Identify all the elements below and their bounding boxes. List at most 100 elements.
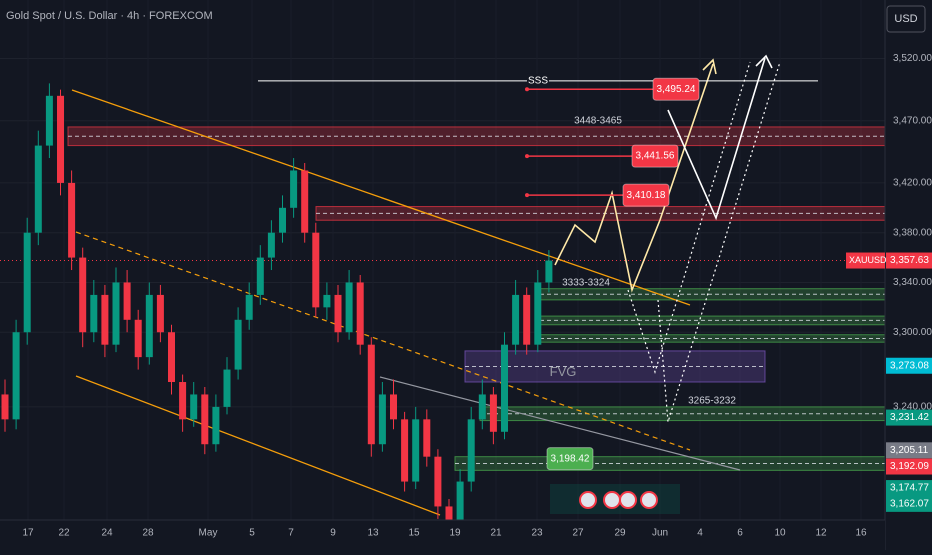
candle-body bbox=[478, 394, 486, 420]
header-title: Gold Spot / U.S. Dollar · 4h · FOREXCOM bbox=[6, 10, 213, 22]
candle-body bbox=[190, 394, 198, 420]
candle-body bbox=[401, 419, 409, 482]
arrow-head bbox=[702, 58, 717, 75]
candle-body bbox=[112, 282, 120, 345]
candle-body bbox=[290, 170, 298, 208]
x-tick-label: 4 bbox=[697, 528, 703, 539]
y-tick-label: 3,520.00 bbox=[893, 53, 932, 64]
x-tick-label: 5 bbox=[249, 528, 255, 539]
channel-top bbox=[71, 89, 691, 306]
price-label-bg bbox=[886, 252, 932, 269]
zone-label: 3448-3465 bbox=[574, 116, 622, 127]
y-tick-label: 3,380.00 bbox=[893, 227, 932, 238]
y-tick-label: 3,300.00 bbox=[893, 327, 932, 338]
level-label-bg bbox=[527, 73, 549, 88]
price-label: 3,357.63 bbox=[890, 255, 929, 266]
event-icon[interactable] bbox=[619, 491, 637, 509]
candle-body bbox=[23, 232, 31, 333]
time-axis bbox=[0, 520, 885, 550]
candle-body bbox=[456, 481, 464, 544]
target-label: 3,441.56 bbox=[636, 151, 675, 162]
symbol-tag-bg bbox=[846, 252, 885, 269]
candle-body bbox=[323, 294, 331, 308]
candle-body bbox=[534, 282, 542, 345]
candle-body bbox=[345, 282, 353, 333]
y-tick-label: 3,240.00 bbox=[893, 402, 932, 413]
target-label: 3,410.18 bbox=[627, 190, 666, 201]
x-tick-label: May bbox=[199, 528, 218, 539]
candle-body bbox=[512, 294, 520, 345]
zone-label: 3333-3324 bbox=[562, 277, 610, 288]
trend-line bbox=[379, 376, 741, 471]
event-icon[interactable] bbox=[603, 491, 621, 509]
price-label: 3,205.11 bbox=[890, 445, 929, 456]
candle-body bbox=[356, 282, 364, 345]
candle-body bbox=[156, 294, 164, 333]
candle-body bbox=[90, 294, 98, 333]
currency-button[interactable] bbox=[886, 5, 926, 33]
projection-dotted bbox=[627, 61, 751, 374]
candle-body bbox=[501, 344, 508, 432]
price-label-bg bbox=[886, 495, 932, 512]
candle-body bbox=[312, 232, 320, 308]
price-label-bg bbox=[886, 480, 932, 497]
candle-body bbox=[279, 207, 286, 233]
x-tick-label: 7 bbox=[288, 528, 294, 539]
x-tick-label: 24 bbox=[101, 528, 113, 539]
y-tick-label: 3,470.00 bbox=[893, 115, 932, 126]
level-label: SSS bbox=[528, 76, 548, 87]
event-icon[interactable] bbox=[640, 491, 658, 509]
candle-body bbox=[256, 257, 264, 295]
x-tick-label: 13 bbox=[367, 528, 379, 539]
zones: 3448-3465 3333-3324 FVG 3265-3232 bbox=[0, 116, 886, 471]
price-axis bbox=[885, 0, 932, 550]
projection-dotted bbox=[657, 61, 781, 423]
price-label-bg bbox=[886, 357, 932, 374]
target-dot bbox=[525, 193, 529, 198]
x-tick-label: 28 bbox=[142, 528, 154, 539]
price-label: 3,192.09 bbox=[890, 461, 929, 472]
candle-body bbox=[168, 332, 175, 383]
candle-body bbox=[234, 319, 242, 370]
x-tick-label: Jun bbox=[652, 528, 668, 539]
candle-body bbox=[390, 394, 397, 420]
zone-label: FVG bbox=[550, 364, 577, 379]
price-label-bg bbox=[886, 442, 932, 459]
candle-body bbox=[467, 419, 475, 482]
projection-yellow bbox=[554, 63, 714, 293]
candle-body bbox=[489, 394, 497, 432]
zone-label: 3265-3232 bbox=[688, 396, 736, 407]
candle-body bbox=[145, 294, 153, 358]
x-tick-label: 19 bbox=[449, 528, 461, 539]
candle-body bbox=[267, 232, 275, 258]
price-label: 3,231.42 bbox=[890, 412, 929, 423]
candle-body bbox=[57, 95, 64, 183]
candle-body bbox=[12, 332, 20, 420]
event-icon[interactable] bbox=[579, 491, 597, 509]
currency-button-label[interactable]: USD bbox=[894, 13, 917, 25]
y-tick-label: 3,420.00 bbox=[893, 178, 932, 189]
candle-body bbox=[101, 294, 109, 345]
x-tick-label: 9 bbox=[330, 528, 336, 539]
x-tick-label: 17 bbox=[22, 528, 34, 539]
price-label: 3,174.77 bbox=[890, 483, 929, 494]
price-label: 3,273.08 bbox=[890, 360, 929, 371]
candle-body bbox=[223, 369, 231, 407]
target-label: 3,495.24 bbox=[657, 84, 696, 95]
axis-labels: 3,520.00 3,470.00 3,420.00 3,380.00 3,340.00… bbox=[22, 53, 932, 539]
candle-body bbox=[378, 394, 386, 445]
candle-body bbox=[367, 344, 375, 445]
channel-mid bbox=[75, 231, 691, 451]
channel-bottom bbox=[75, 375, 441, 516]
target-dot bbox=[525, 87, 529, 92]
target-box bbox=[631, 144, 679, 168]
candle-body bbox=[545, 260, 553, 283]
x-tick-label: 23 bbox=[531, 528, 543, 539]
candle-body bbox=[1, 394, 9, 420]
price-label-bg bbox=[886, 409, 932, 426]
price-label-bg bbox=[886, 458, 932, 475]
symbol-tag: XAUUSD bbox=[849, 255, 887, 265]
target-box bbox=[546, 447, 594, 471]
candle-body bbox=[45, 95, 53, 146]
